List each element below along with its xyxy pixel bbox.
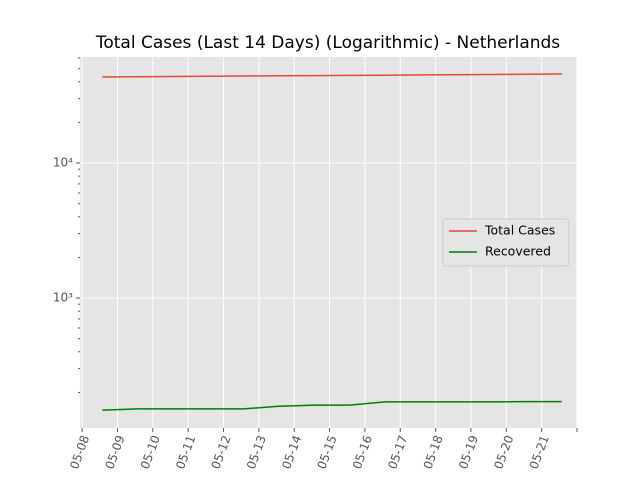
x-tick-label: 05-16 — [350, 433, 375, 471]
x-tick-label: 05-21 — [527, 433, 552, 471]
x-tick-label: 05-08 — [67, 433, 92, 471]
x-tick-label: 05-17 — [385, 433, 410, 471]
x-tick-label: 05-18 — [421, 433, 446, 471]
x-tick-label: 05-12 — [209, 433, 234, 471]
legend: Total Cases Recovered — [442, 218, 570, 267]
x-tick-label: 05-09 — [102, 433, 127, 471]
x-tick-label: 05-11 — [173, 433, 198, 471]
chart-title: Total Cases (Last 14 Days) (Logarithmic)… — [95, 33, 560, 53]
series-line — [102, 73, 562, 78]
y-tick-label: 10⁴ — [53, 156, 73, 170]
legend-label: Recovered — [485, 244, 551, 259]
x-tick-label: 05-13 — [244, 433, 269, 471]
x-tick-label: 05-10 — [138, 433, 163, 471]
series-line — [102, 400, 562, 411]
x-tick-label: 05-15 — [315, 433, 340, 471]
x-tick-label: 05-14 — [279, 433, 304, 471]
x-tick-label: 05-19 — [456, 433, 481, 471]
y-tick-label: 10³ — [53, 291, 73, 305]
x-tick-label: 05-20 — [491, 433, 516, 471]
legend-label: Total Cases — [484, 223, 555, 238]
